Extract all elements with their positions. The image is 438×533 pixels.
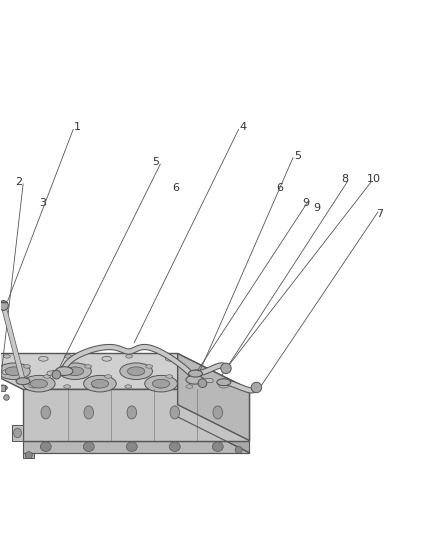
Ellipse shape (16, 378, 30, 385)
Text: 5: 5 (152, 157, 159, 167)
Ellipse shape (84, 375, 116, 392)
Ellipse shape (212, 442, 223, 451)
Ellipse shape (126, 442, 137, 451)
Ellipse shape (251, 382, 261, 393)
Polygon shape (178, 353, 250, 441)
Ellipse shape (84, 406, 94, 419)
Text: 9: 9 (313, 203, 321, 213)
Polygon shape (0, 353, 250, 390)
Ellipse shape (4, 354, 11, 358)
Ellipse shape (64, 354, 71, 358)
Ellipse shape (170, 442, 180, 451)
Polygon shape (23, 390, 250, 441)
Text: 6: 6 (276, 183, 283, 193)
Ellipse shape (165, 357, 175, 361)
Ellipse shape (0, 385, 7, 390)
Text: 4: 4 (240, 122, 247, 132)
Polygon shape (23, 453, 35, 458)
Ellipse shape (85, 365, 92, 368)
Ellipse shape (91, 379, 109, 388)
Ellipse shape (186, 375, 203, 384)
Ellipse shape (152, 379, 170, 388)
Ellipse shape (188, 370, 202, 377)
Polygon shape (178, 405, 250, 453)
Ellipse shape (127, 406, 137, 419)
Ellipse shape (39, 357, 48, 361)
Text: 3: 3 (39, 198, 46, 208)
Polygon shape (23, 441, 250, 453)
Ellipse shape (83, 442, 94, 451)
Ellipse shape (235, 446, 242, 453)
Ellipse shape (14, 428, 21, 438)
Ellipse shape (59, 363, 92, 379)
Text: 10: 10 (367, 174, 381, 184)
Ellipse shape (120, 363, 152, 379)
Ellipse shape (65, 370, 75, 375)
Ellipse shape (64, 385, 71, 388)
Polygon shape (12, 425, 23, 441)
Ellipse shape (24, 365, 31, 368)
Ellipse shape (40, 442, 51, 451)
Text: 6: 6 (172, 183, 179, 193)
Ellipse shape (145, 375, 177, 392)
Ellipse shape (41, 406, 50, 419)
Ellipse shape (22, 375, 55, 392)
Ellipse shape (105, 375, 112, 378)
Ellipse shape (44, 375, 50, 378)
Text: 5: 5 (294, 150, 301, 160)
Ellipse shape (126, 354, 133, 358)
Ellipse shape (30, 379, 47, 388)
Ellipse shape (56, 367, 73, 375)
Ellipse shape (102, 357, 112, 361)
Ellipse shape (127, 367, 145, 376)
Text: 8: 8 (342, 174, 349, 184)
Ellipse shape (155, 383, 165, 388)
Ellipse shape (52, 370, 61, 379)
Ellipse shape (0, 363, 30, 379)
Ellipse shape (213, 406, 223, 419)
Ellipse shape (29, 383, 39, 388)
Ellipse shape (125, 385, 132, 388)
Text: 7: 7 (377, 209, 384, 219)
Ellipse shape (25, 452, 32, 459)
Text: 9: 9 (303, 198, 310, 208)
Ellipse shape (129, 370, 138, 375)
Ellipse shape (92, 383, 102, 388)
Ellipse shape (2, 370, 11, 375)
Ellipse shape (5, 367, 23, 376)
Ellipse shape (198, 379, 207, 387)
Ellipse shape (146, 365, 153, 368)
Ellipse shape (170, 406, 180, 419)
Ellipse shape (219, 383, 229, 388)
Ellipse shape (192, 370, 201, 375)
Text: 2: 2 (15, 176, 22, 187)
Ellipse shape (66, 367, 84, 376)
Ellipse shape (186, 385, 193, 388)
Ellipse shape (166, 375, 173, 378)
Text: 1: 1 (74, 122, 81, 132)
Ellipse shape (217, 379, 231, 386)
Ellipse shape (221, 363, 231, 374)
